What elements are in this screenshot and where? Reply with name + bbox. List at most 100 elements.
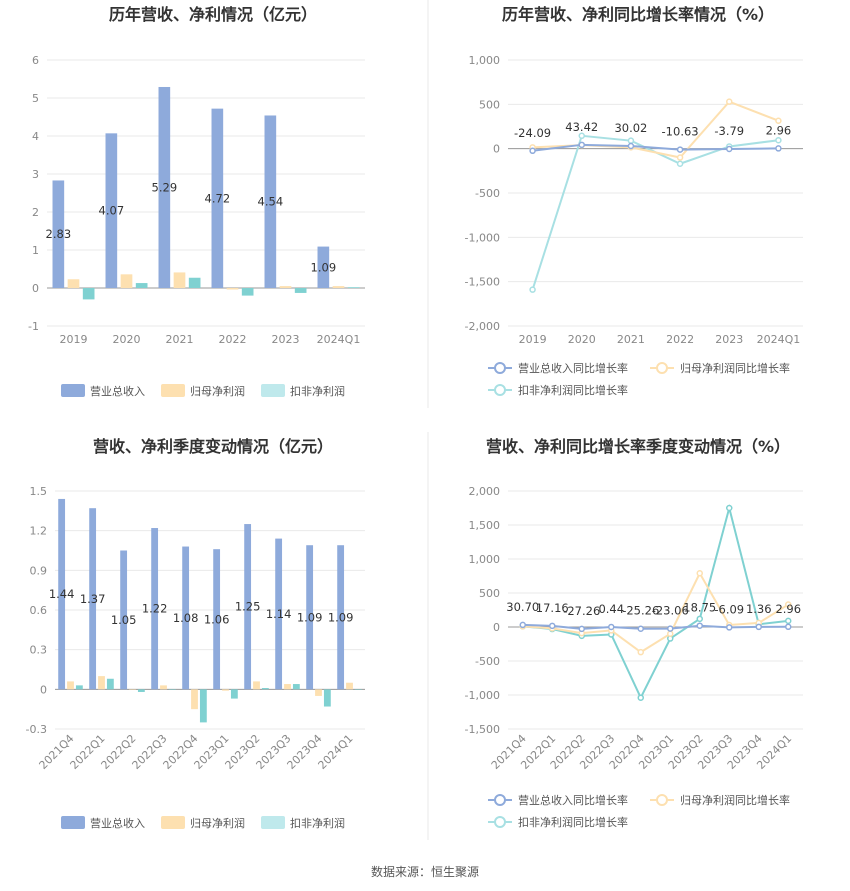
- chart2-xtick-label: 2020: [568, 333, 596, 346]
- legend-swatch-net-profit: [161, 384, 185, 397]
- chart3-bar-adj-profit: [261, 688, 269, 690]
- chart3-bar-revenue: [337, 545, 345, 690]
- chart3-bar-net-profit: [67, 681, 74, 690]
- chart1-bar-net-profit: [332, 286, 345, 288]
- chart3-bar-net-profit: [98, 676, 105, 690]
- chart3-bar-adj-profit: [323, 689, 331, 707]
- chart4-point-adj-growth: [726, 504, 733, 512]
- chart4-point-revenue-growth: [549, 622, 556, 630]
- chart1-xtick-label: 2020: [113, 333, 141, 346]
- legend-swatch-adj-profit-q: [261, 816, 285, 829]
- chart4-data-label: 18.75: [683, 601, 716, 615]
- chart3-data-label: 1.37: [80, 592, 106, 606]
- chart1-data-label: 4.54: [258, 195, 284, 209]
- chart4-point-adj-growth: [696, 615, 703, 623]
- chart1-ytick-label: 2: [32, 206, 39, 219]
- chart3-bar-revenue: [213, 549, 221, 690]
- chart4-point-revenue-growth: [696, 622, 703, 629]
- chart4-data-label: 30.70: [506, 600, 539, 614]
- chart3-legend[interactable]: 营业总收入 归母净利润 扣非净利润: [61, 816, 345, 830]
- chart1-bar-adj-profit: [294, 288, 307, 293]
- chart4-point-profit-growth: [637, 648, 644, 656]
- legend-label-net-profit-q: 归母净利润: [190, 816, 245, 830]
- chart4-ytick-label: -1,000: [465, 689, 500, 702]
- chart2-point-profit-growth: [726, 98, 733, 105]
- chart1-bar-adj-profit: [241, 288, 254, 296]
- chart2-line-adj-growth: [531, 134, 779, 290]
- chart2-legend[interactable]: 营业总收入同比增长率 归母净利润同比增长率 扣非净利润同比增长率: [488, 361, 790, 397]
- chart1-xtick-label: 2019: [60, 333, 88, 346]
- chart4-point-revenue-growth: [519, 621, 526, 629]
- chart3-bar-adj-profit: [75, 685, 83, 690]
- chart3-ytick-label: 0: [40, 683, 47, 696]
- chart1-bar-adj-profit: [347, 287, 360, 288]
- chart4-line-adj-growth: [522, 504, 789, 701]
- chart1-ytick-label: 5: [32, 92, 39, 105]
- legend-label-adj-profit-q: 扣非净利润: [290, 816, 345, 830]
- legend-label-revenue-growth: 营业总收入同比增长率: [518, 361, 628, 375]
- chart2-xtick-label: 2024Q1: [757, 333, 801, 346]
- chart4-data-label: -23.06: [652, 604, 689, 618]
- chart1-ytick-label: -1: [28, 320, 39, 333]
- legend-swatch-revenue: [61, 384, 85, 397]
- chart1-title: 历年营收、净利情况（亿元）: [109, 5, 317, 24]
- chart4-ytick-label: 2,000: [469, 485, 501, 498]
- legend-marker-revenue-growth: [494, 362, 506, 374]
- chart2-ytick-label: 500: [479, 98, 500, 111]
- chart3-bar-net-profit: [346, 682, 353, 690]
- chart3-data-label: 1.09: [297, 610, 323, 624]
- chart2-xtick-label: 2023: [715, 333, 743, 346]
- chart1-bar-revenue: [52, 180, 65, 288]
- chart2-data-label: 30.02: [614, 121, 647, 135]
- chart2-data-label: -10.63: [662, 125, 699, 139]
- legend-label-profit-growth-q: 归母净利润同比增长率: [680, 793, 790, 807]
- chart1-bar-net-profit: [67, 279, 80, 288]
- chart3-ytick-label: 0.6: [30, 604, 48, 617]
- chart3-xtick-label: 2024Q1: [316, 732, 356, 772]
- chart4-ytick-label: -1,500: [465, 723, 500, 736]
- chart2-point-revenue-growth: [775, 145, 782, 152]
- chart3-bar-net-profit: [160, 685, 167, 690]
- chart3-bar-net-profit: [129, 689, 136, 690]
- chart4-line-profit-growth: [522, 571, 789, 654]
- chart2-data-label: -3.79: [714, 124, 744, 138]
- chart1-bar-adj-profit: [188, 277, 201, 288]
- chart4-legend[interactable]: 营业总收入同比增长率 归母净利润同比增长率 扣非净利润同比增长率: [488, 793, 790, 829]
- chart1-xtick-label: 2022: [219, 333, 247, 346]
- chart1-legend[interactable]: 营业总收入 归母净利润 扣非净利润: [61, 384, 345, 398]
- chart1-bar-revenue: [317, 246, 330, 288]
- chart2-ytick-label: 0: [493, 143, 500, 156]
- chart4-title: 营收、净利同比增长率季度变动情况（%）: [486, 437, 790, 456]
- legend-marker-adj-growth: [494, 384, 506, 396]
- chart1-data-label: 4.07: [99, 204, 125, 218]
- chart3-bar-net-profit: [315, 689, 322, 696]
- chart2-ytick-label: -1,500: [465, 276, 500, 289]
- chart3-bar-adj-profit: [168, 689, 176, 690]
- chart2-point-adj-growth: [775, 136, 782, 144]
- chart1-ytick-label: 6: [32, 54, 39, 67]
- chart1-bar-net-profit: [173, 272, 186, 288]
- chart2-data-label: 43.42: [565, 120, 598, 134]
- chart4-data-label: 1.36: [746, 602, 772, 616]
- chart3-bar-revenue: [151, 528, 159, 690]
- chart3-data-label: 1.14: [266, 607, 292, 621]
- chart1-data-label: 1.09: [311, 260, 337, 274]
- chart2-point-adj-growth: [627, 137, 635, 144]
- chart1-bar-revenue: [105, 133, 118, 288]
- chart1-bar-net-profit: [120, 274, 133, 288]
- chart4-point-revenue-growth: [726, 624, 733, 631]
- chart4-point-revenue-growth: [608, 623, 615, 631]
- chart1-ytick-label: 4: [32, 130, 39, 143]
- chart1-data-label: 5.29: [152, 180, 178, 194]
- chart1-xtick-label: 2024Q1: [317, 333, 361, 346]
- chart2-point-profit-growth: [676, 154, 684, 161]
- chart3-bar-net-profit: [191, 689, 198, 710]
- chart1-ytick-label: 0: [32, 282, 39, 295]
- chart2-point-adj-growth: [529, 286, 536, 293]
- chart3-bar-revenue: [58, 498, 66, 690]
- chart3-data-label: 1.25: [235, 600, 261, 614]
- chart2-point-revenue-growth: [627, 142, 635, 150]
- chart3-bar-revenue: [182, 546, 190, 690]
- chart3-data-label: 1.06: [204, 612, 230, 626]
